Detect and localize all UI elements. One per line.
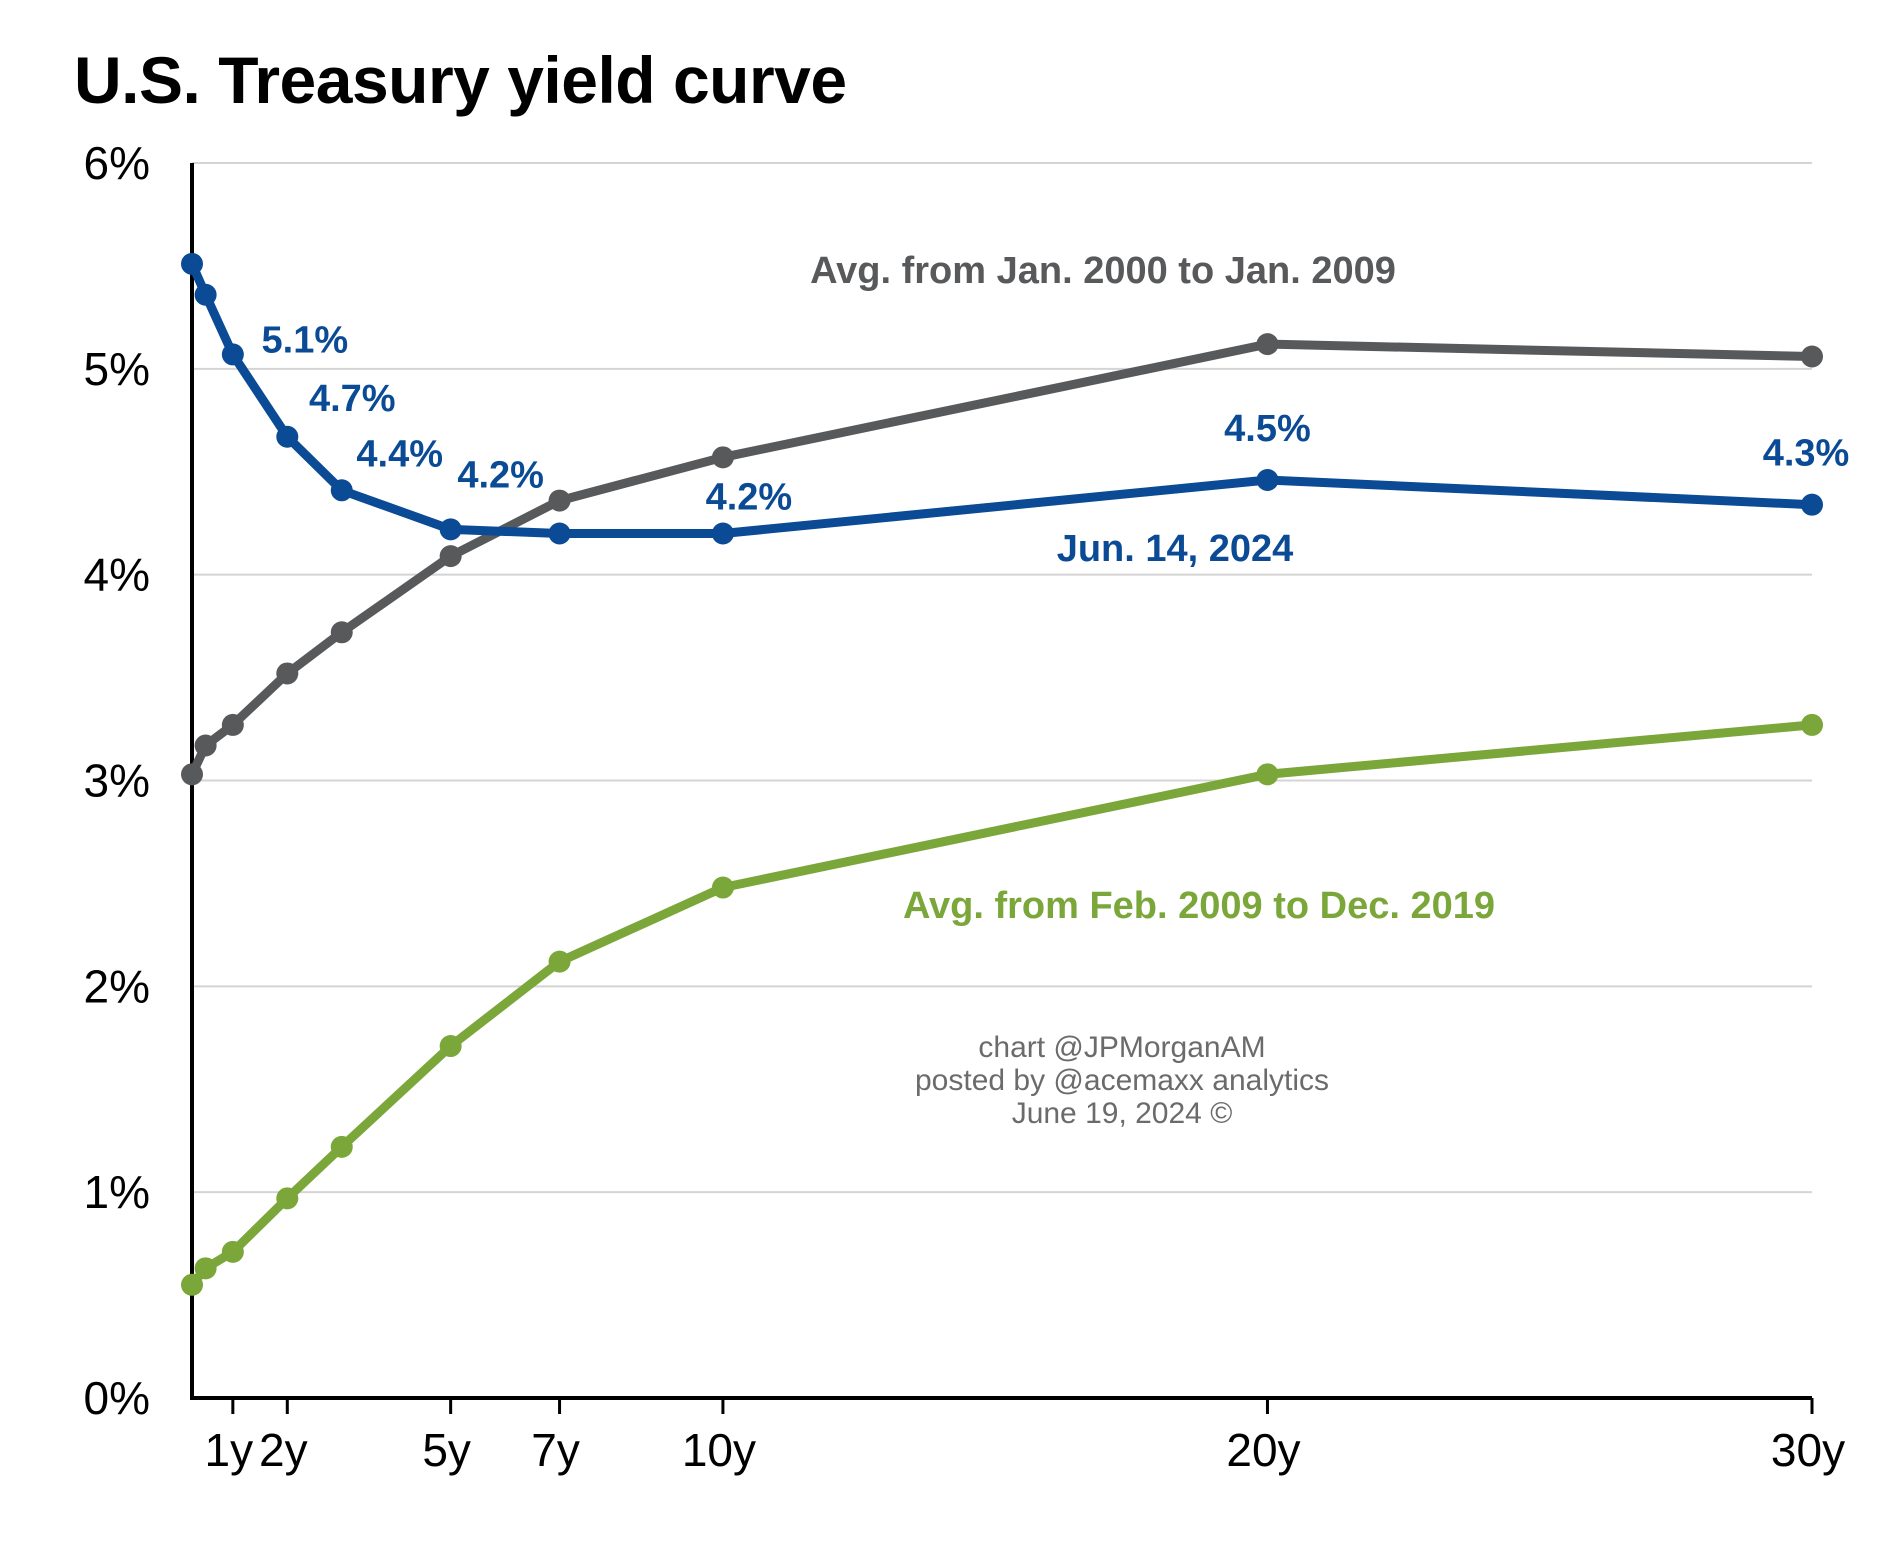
series-labels: Jun. 14, 2024 Avg. from Jan. 2000 to Jan… <box>262 250 1850 927</box>
grid-lines <box>192 162 1812 1194</box>
series-lines <box>181 252 1823 1296</box>
data-point-avg-2000-2009 <box>276 662 299 685</box>
chart-title: U.S. Treasury yield curve <box>74 43 847 117</box>
data-point-jun-2024 <box>711 522 734 545</box>
data-point-avg-2000-2009 <box>221 713 244 736</box>
data-point-avg-2009-2019 <box>439 1035 462 1058</box>
data-label-1y: 5.1% <box>262 319 349 361</box>
y-tick-label: 5% <box>84 343 150 395</box>
data-point-jun-2024 <box>1256 468 1279 491</box>
data-point-avg-2000-2009 <box>439 545 462 568</box>
data-point-avg-2000-2009 <box>548 489 571 512</box>
data-point-avg-2000-2009 <box>194 734 217 757</box>
x-tick-label: 2y <box>259 1424 308 1476</box>
data-label-30y: 4.3% <box>1763 433 1850 475</box>
data-point-avg-2000-2009 <box>330 621 353 644</box>
series-label-avg-2009-2019: Avg. from Feb. 2009 to Dec. 2019 <box>903 885 1495 927</box>
x-tick-label: 30y <box>1771 1424 1845 1476</box>
y-tick-label: 3% <box>84 755 150 807</box>
data-point-avg-2000-2009 <box>711 446 734 469</box>
x-tick-label: 5y <box>422 1424 471 1476</box>
series-line-jun-2024 <box>187 259 1817 538</box>
data-point-avg-2009-2019 <box>330 1135 353 1158</box>
data-point-jun-2024 <box>439 518 462 541</box>
series-line-avg-2000-2009 <box>187 339 1817 779</box>
data-point-avg-2009-2019 <box>1801 713 1823 736</box>
x-tick-label: 20y <box>1226 1424 1300 1476</box>
data-label-3y: 4.4% <box>356 433 443 475</box>
data-point-avg-2000-2009 <box>181 763 203 786</box>
x-tick-label: 10y <box>682 1424 756 1476</box>
series-line-avg-2009-2019 <box>187 720 1817 1290</box>
y-tick-label: 0% <box>84 1372 150 1424</box>
credit-line-1: chart @JPMorganAM <box>978 1031 1265 1064</box>
data-point-jun-2024 <box>276 425 299 448</box>
data-point-jun-2024 <box>1801 493 1823 516</box>
credit-line-2: posted by @acemaxx analytics <box>915 1064 1329 1097</box>
y-tick-label: 2% <box>84 960 150 1012</box>
data-point-avg-2000-2009 <box>1256 333 1279 356</box>
data-point-jun-2024 <box>548 522 571 545</box>
data-label-10y: 4.2% <box>706 477 793 519</box>
data-point-avg-2009-2019 <box>194 1257 217 1280</box>
y-tick-label: 1% <box>84 1166 150 1218</box>
data-point-avg-2009-2019 <box>276 1187 299 1210</box>
data-point-avg-2009-2019 <box>221 1240 244 1263</box>
series-label-avg-2000-2009: Avg. from Jan. 2000 to Jan. 2009 <box>810 250 1396 292</box>
data-point-avg-2009-2019 <box>548 950 571 973</box>
data-point-jun-2024 <box>181 252 203 275</box>
x-tick-label: 7y <box>531 1424 580 1476</box>
data-point-jun-2024 <box>194 283 217 306</box>
series-label-jun-2024: Jun. 14, 2024 <box>1057 528 1294 570</box>
data-point-avg-2009-2019 <box>711 876 734 899</box>
y-tick-label: 4% <box>84 549 150 601</box>
credit-line-3: June 19, 2024 © <box>1012 1097 1233 1130</box>
y-tick-label: 6% <box>84 137 150 189</box>
data-point-avg-2009-2019 <box>181 1273 203 1296</box>
data-point-avg-2000-2009 <box>1801 345 1823 368</box>
data-point-avg-2009-2019 <box>1256 763 1279 786</box>
data-point-jun-2024 <box>221 343 244 366</box>
x-tick-label: 1y <box>205 1424 254 1476</box>
data-point-jun-2024 <box>330 479 353 502</box>
credit-text: chart @JPMorganAM posted by @acemaxx ana… <box>915 1031 1329 1130</box>
data-label-20y: 4.5% <box>1224 408 1311 450</box>
data-label-5y: 4.2% <box>457 454 544 496</box>
data-label-2y: 4.7% <box>309 378 396 420</box>
